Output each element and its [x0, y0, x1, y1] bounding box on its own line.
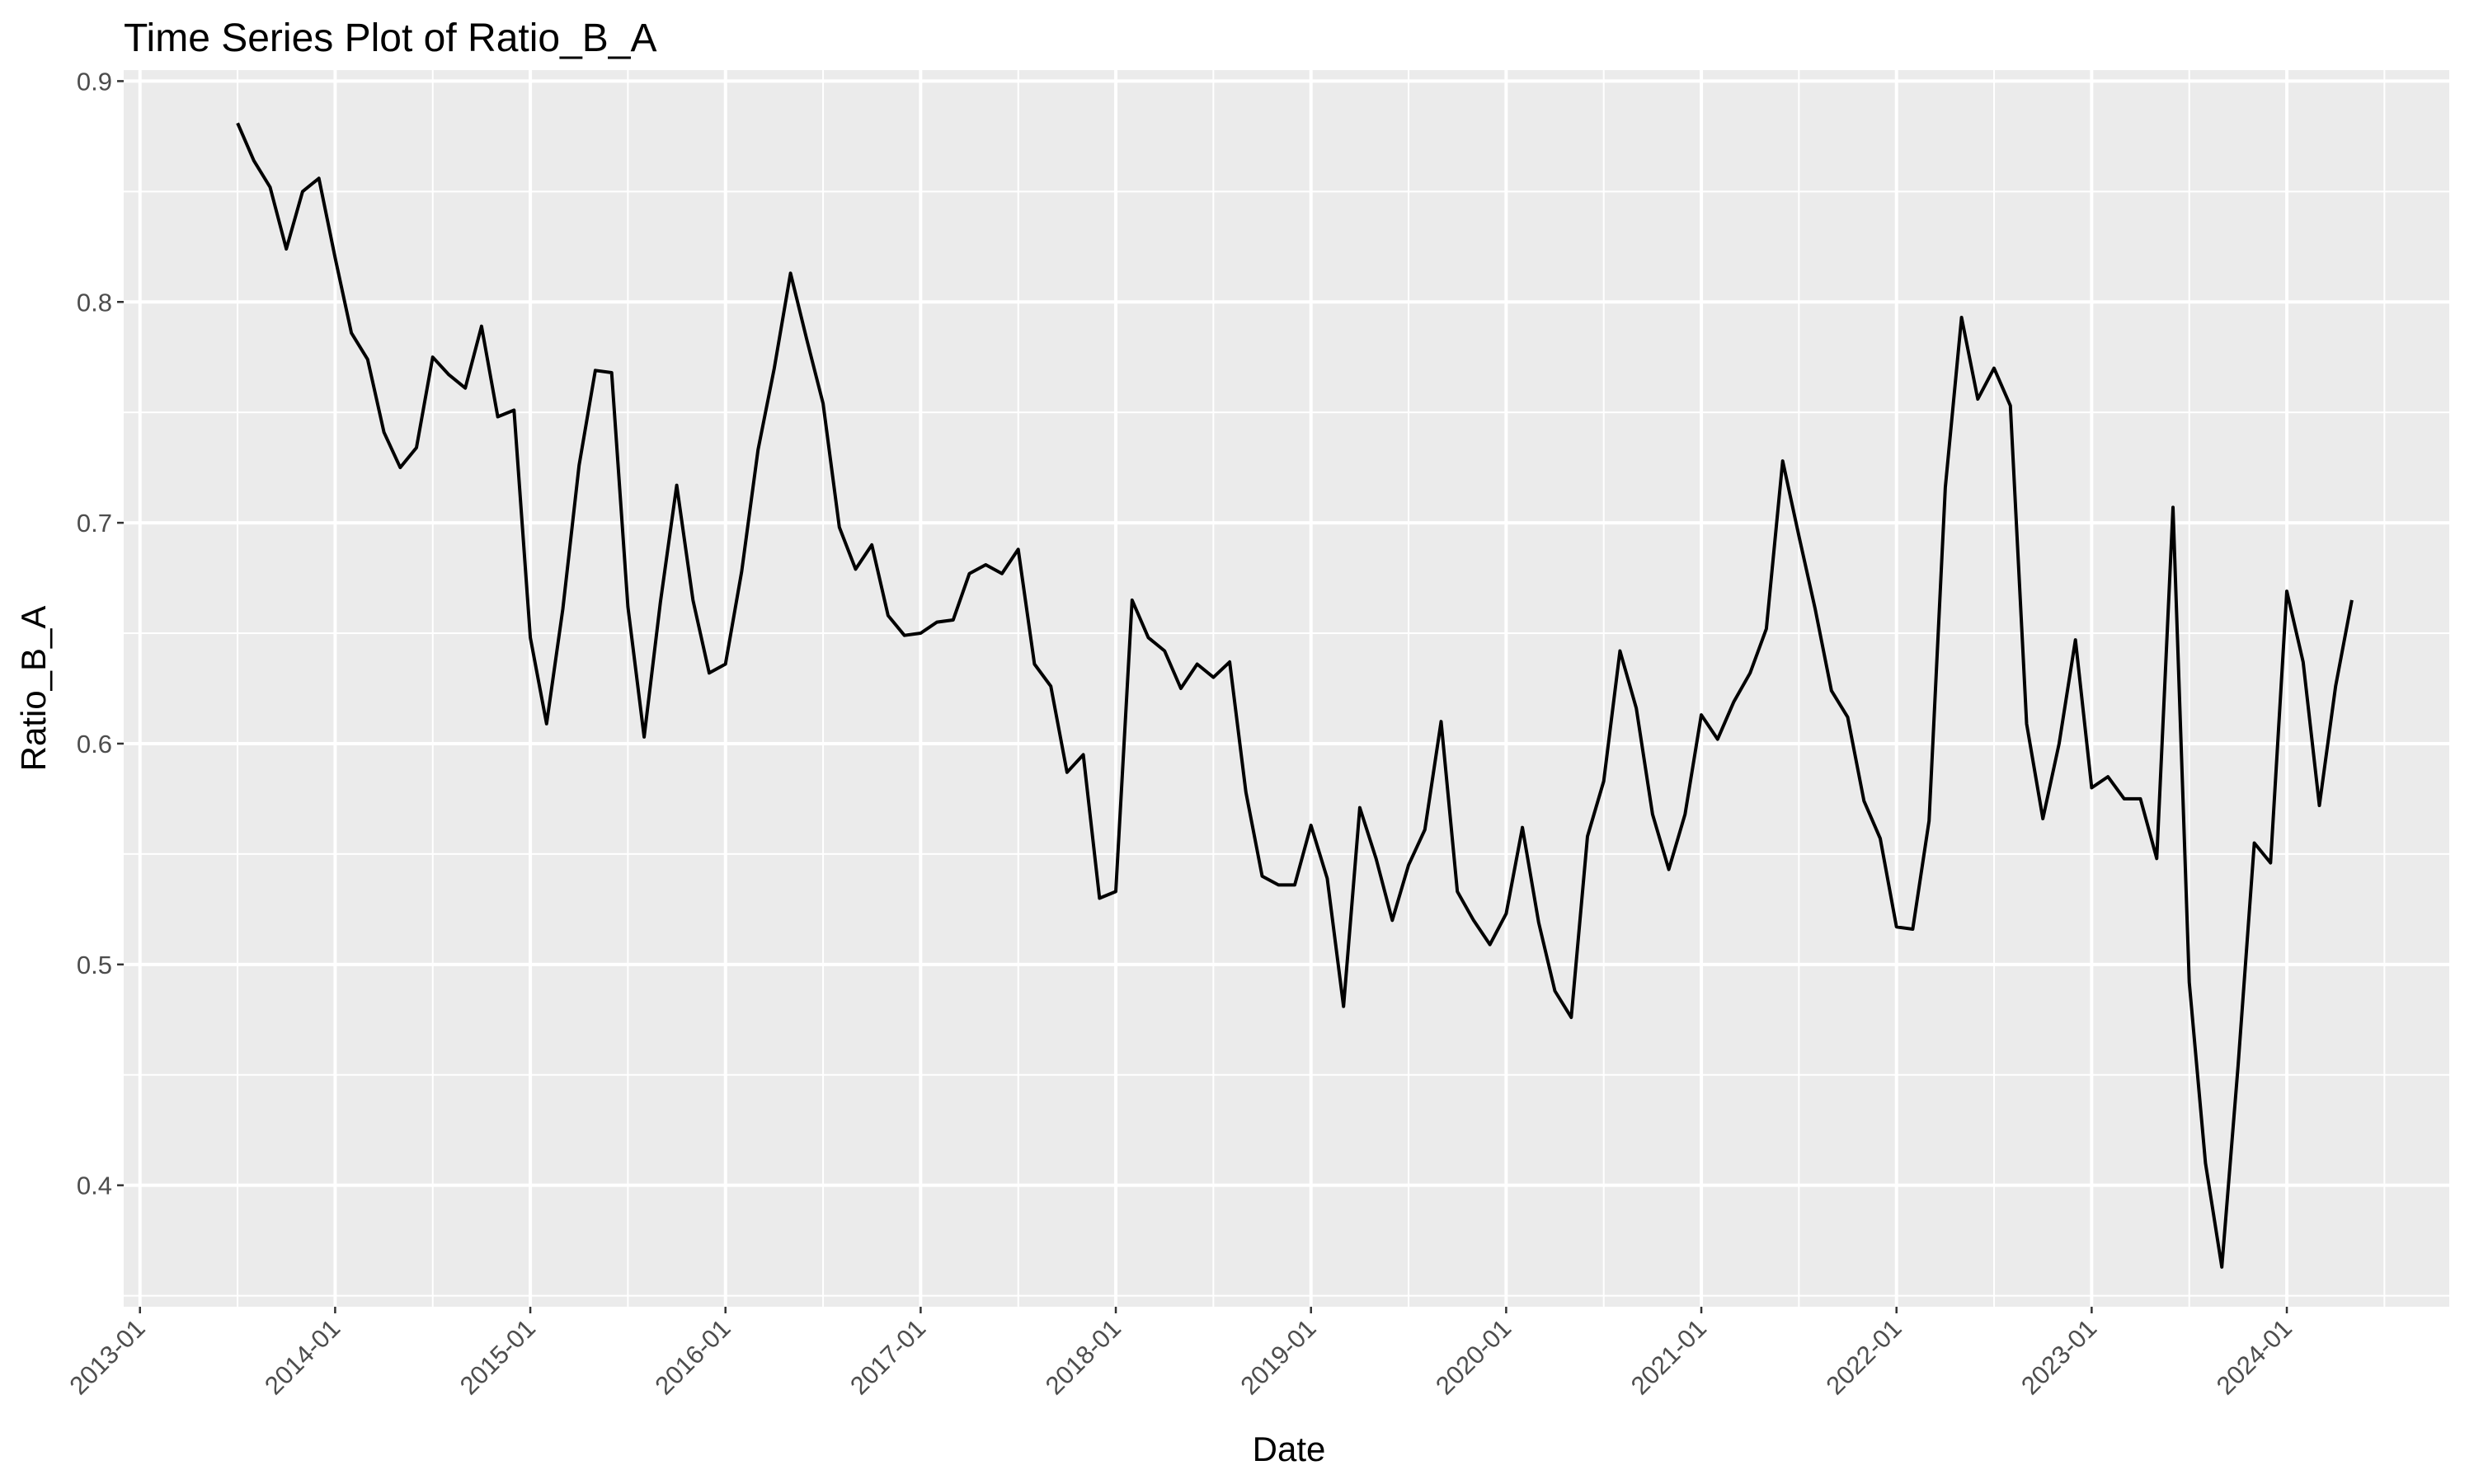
x-tick-label: 2019-01	[1235, 1313, 1321, 1400]
y-axis: 0.4 0.5 0.6 0.7 0.8 0.9	[77, 67, 124, 1200]
x-tick-label: 2013-01	[63, 1313, 150, 1400]
x-tick-label: 2022-01	[1820, 1313, 1907, 1400]
x-tick-label: 2014-01	[259, 1313, 346, 1400]
y-tick-label: 0.6	[77, 730, 112, 758]
plot-panel	[124, 70, 2449, 1307]
x-tick-label: 2024-01	[2211, 1313, 2298, 1400]
x-tick-label: 2016-01	[649, 1313, 736, 1400]
x-tick-label: 2023-01	[2015, 1313, 2102, 1400]
y-axis-title: Ratio_B_A	[14, 606, 53, 772]
y-tick-label: 0.9	[77, 67, 112, 96]
x-axis-title: Date	[1253, 1430, 1326, 1468]
major-gridlines	[124, 70, 2449, 1307]
y-tick-label: 0.4	[77, 1172, 112, 1200]
y-tick-label: 0.5	[77, 951, 112, 979]
series-layer	[236, 122, 2354, 1269]
x-tick-label: 2018-01	[1040, 1313, 1126, 1400]
y-tick-label: 0.8	[77, 288, 112, 317]
x-axis: 2013-01 2014-01 2015-01 2016-01 2017-01 2018-…	[63, 1307, 2298, 1400]
x-tick-label: 2020-01	[1430, 1313, 1517, 1400]
x-tick-label: 2017-01	[844, 1313, 931, 1400]
x-tick-label: 2021-01	[1625, 1313, 1712, 1400]
minor-gridlines	[124, 70, 2449, 1307]
series-line	[236, 122, 2354, 1269]
x-tick-label: 2015-01	[454, 1313, 541, 1400]
chart-title: Time Series Plot of Ratio_B_A	[124, 16, 657, 60]
y-tick-label: 0.7	[77, 509, 112, 538]
